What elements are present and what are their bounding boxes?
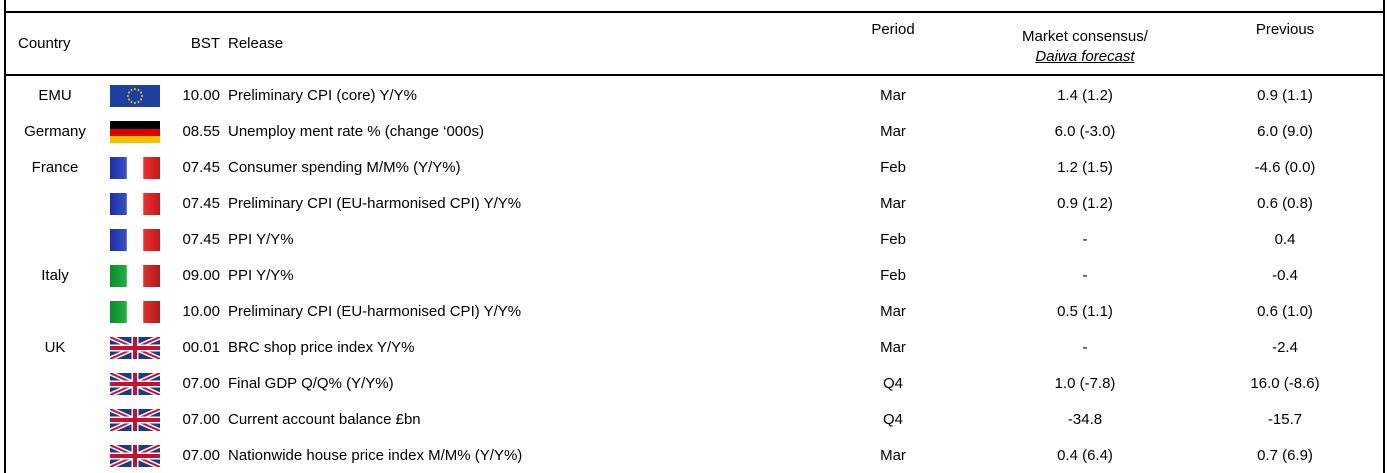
release: Final GDP Q/Q% (Y/Y%) xyxy=(228,375,394,392)
consensus: - xyxy=(1082,267,1088,284)
header-period: Period xyxy=(871,21,915,38)
period: Mar xyxy=(880,339,906,356)
rule xyxy=(4,11,1385,13)
period: Feb xyxy=(880,159,906,176)
period: Mar xyxy=(880,87,906,104)
flag xyxy=(110,193,160,215)
consensus: - xyxy=(1082,231,1088,248)
consensus: 1.2 (1.5) xyxy=(1057,159,1113,176)
release: Current account balance £bn xyxy=(228,411,421,428)
release: Consumer spending M/M% (Y/Y%) xyxy=(228,159,461,176)
header-forecast: Daiwa forecast xyxy=(1035,48,1135,65)
previous: 0.7 (6.9) xyxy=(1257,447,1313,464)
consensus: - xyxy=(1082,339,1088,356)
previous: -15.7 xyxy=(1267,411,1303,428)
header-country: Country xyxy=(18,35,71,52)
consensus: 1.0 (-7.8) xyxy=(1054,375,1116,392)
release: PPI Y/Y% xyxy=(228,267,294,284)
flag xyxy=(110,301,160,323)
flag xyxy=(110,409,160,431)
period: Q4 xyxy=(882,375,904,392)
period: Feb xyxy=(880,231,906,248)
bst: 07.00 xyxy=(182,411,220,428)
bst: 07.45 xyxy=(182,159,220,176)
flag xyxy=(110,121,160,143)
flag xyxy=(110,337,160,359)
period: Mar xyxy=(880,447,906,464)
flag xyxy=(110,373,160,395)
flag xyxy=(110,445,160,467)
release: Preliminary CPI (EU-harmonised CPI) Y/Y% xyxy=(228,303,522,320)
bst: 10.00 xyxy=(182,303,220,320)
flag xyxy=(110,85,160,107)
bst: 10.00 xyxy=(182,87,220,104)
period: Mar xyxy=(880,303,906,320)
bst: 08.55 xyxy=(182,123,220,140)
consensus: -34.8 xyxy=(1067,411,1103,428)
bst: 07.00 xyxy=(182,375,220,392)
period: Mar xyxy=(880,195,906,212)
release: Preliminary CPI (EU-harmonised CPI) Y/Y% xyxy=(228,195,522,212)
consensus: 6.0 (-3.0) xyxy=(1054,123,1116,140)
flag xyxy=(110,157,160,179)
country: Italy xyxy=(41,267,69,284)
release: Nationwide house price index M/M% (Y/Y%) xyxy=(228,447,523,464)
header-release: Release xyxy=(228,35,284,52)
consensus: 0.5 (1.1) xyxy=(1057,303,1113,320)
previous: 16.0 (-8.6) xyxy=(1250,375,1320,392)
country: France xyxy=(31,159,79,176)
flag xyxy=(110,265,160,287)
bst: 09.00 xyxy=(182,267,220,284)
previous: 0.4 xyxy=(1274,231,1296,248)
previous: 6.0 (9.0) xyxy=(1257,123,1313,140)
header-consensus: Market consensus/ xyxy=(1022,28,1148,45)
previous: -4.6 (0.0) xyxy=(1254,159,1316,176)
previous: 0.6 (1.0) xyxy=(1257,303,1313,320)
previous: 0.6 (0.8) xyxy=(1257,195,1313,212)
previous: -0.4 xyxy=(1272,267,1298,284)
consensus: 1.4 (1.2) xyxy=(1057,87,1113,104)
rule xyxy=(4,74,1385,76)
release: BRC shop price index Y/Y% xyxy=(228,339,415,356)
table-frame xyxy=(4,0,1385,473)
previous: -2.4 xyxy=(1272,339,1298,356)
previous: 0.9 (1.1) xyxy=(1257,87,1313,104)
period: Feb xyxy=(880,267,906,284)
bst: 00.01 xyxy=(182,339,220,356)
consensus: 0.9 (1.2) xyxy=(1057,195,1113,212)
country: EMU xyxy=(38,87,72,104)
bst: 07.45 xyxy=(182,195,220,212)
country: UK xyxy=(44,339,66,356)
header-bst: BST xyxy=(190,35,220,52)
bst: 07.00 xyxy=(182,447,220,464)
flag xyxy=(110,229,160,251)
release: Preliminary CPI (core) Y/Y% xyxy=(228,87,417,104)
consensus: 0.4 (6.4) xyxy=(1057,447,1113,464)
period: Q4 xyxy=(882,411,904,428)
release: Unemploy ment rate % (change ‘000s) xyxy=(228,123,484,140)
country: Germany xyxy=(24,123,86,140)
period: Mar xyxy=(880,123,906,140)
release: PPI Y/Y% xyxy=(228,231,294,248)
bst: 07.45 xyxy=(182,231,220,248)
header-previous: Previous xyxy=(1255,21,1315,38)
